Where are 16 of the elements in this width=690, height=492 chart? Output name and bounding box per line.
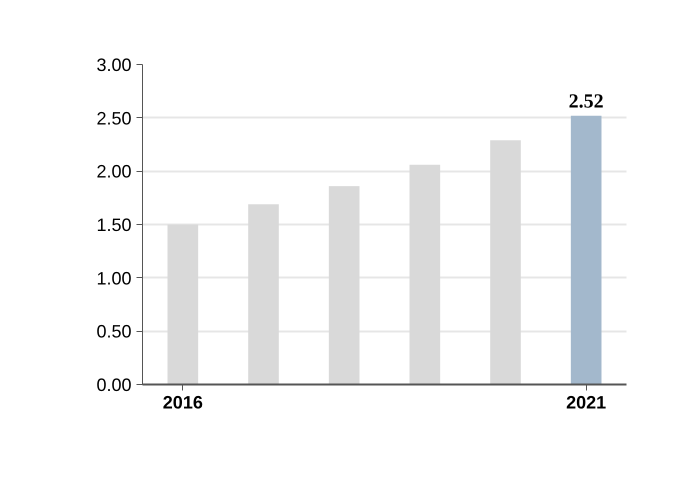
bar	[328, 186, 360, 384]
bar	[570, 116, 602, 384]
y-tick-label: 0.00	[96, 375, 132, 395]
y-tick-label: 0.50	[96, 322, 132, 342]
y-tick-label: 2.00	[96, 162, 132, 182]
bar	[410, 164, 440, 384]
x-tick-label: 2016	[162, 392, 203, 412]
x-tick-label: 2021	[566, 392, 606, 412]
bar	[248, 204, 279, 384]
y-tick-label: 2.50	[96, 108, 132, 128]
data-label: 2.52	[568, 90, 604, 113]
bar	[168, 224, 198, 384]
y-tick-label: 3.00	[96, 55, 132, 75]
y-tick-label: 1.50	[96, 215, 132, 235]
bar	[490, 140, 521, 384]
y-tick-label: 1.00	[96, 268, 132, 288]
